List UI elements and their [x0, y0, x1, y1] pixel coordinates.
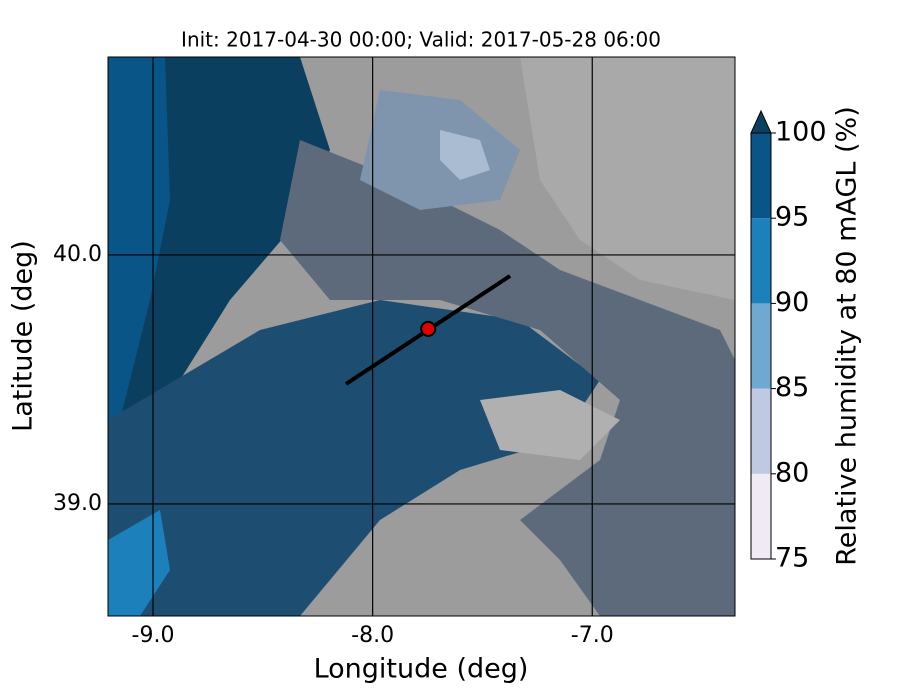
site-marker — [420, 320, 437, 337]
x-tick-label: -8.0 — [351, 623, 394, 648]
colorbar-segment — [751, 133, 771, 219]
y-axis-label: Latitude (deg) — [8, 240, 39, 432]
colorbar-extend — [750, 109, 772, 134]
field-patch — [108, 510, 170, 616]
colorbar-tick-label: 95 — [775, 202, 809, 233]
field-patch — [480, 390, 620, 460]
field-patch — [280, 140, 735, 616]
field-patch — [108, 57, 170, 430]
colorbar-tick-label: 80 — [775, 457, 809, 488]
field-patch — [520, 57, 735, 300]
x-tick-label: -7.0 — [571, 623, 614, 648]
colorbar-segment — [751, 218, 771, 304]
colorbar-segment — [751, 473, 771, 559]
colorbar-tick-label: 85 — [775, 372, 809, 403]
colorbar-tick-label: 100 — [775, 117, 827, 148]
x-tick-label: -9.0 — [132, 623, 175, 648]
x-axis-label: Longitude (deg) — [314, 654, 529, 685]
colorbar-tick-label: 90 — [775, 287, 809, 318]
colorbar-segment — [751, 303, 771, 389]
colorbar-segment — [751, 388, 771, 474]
colorbar-tick-label: 75 — [775, 543, 809, 574]
colorbar-frame — [750, 132, 772, 560]
field-patch — [108, 300, 600, 616]
y-tick-label: 39.0 — [53, 491, 102, 516]
y-tick-label: 40.0 — [53, 242, 102, 267]
field — [108, 57, 735, 616]
colorbar-label: Relative humidity at 80 mAGL (%) — [832, 106, 863, 566]
plot-frame — [107, 56, 736, 617]
chart-title: Init: 2017-04-30 00:00; Valid: 2017-05-2… — [181, 28, 661, 52]
field-patch — [440, 130, 490, 180]
